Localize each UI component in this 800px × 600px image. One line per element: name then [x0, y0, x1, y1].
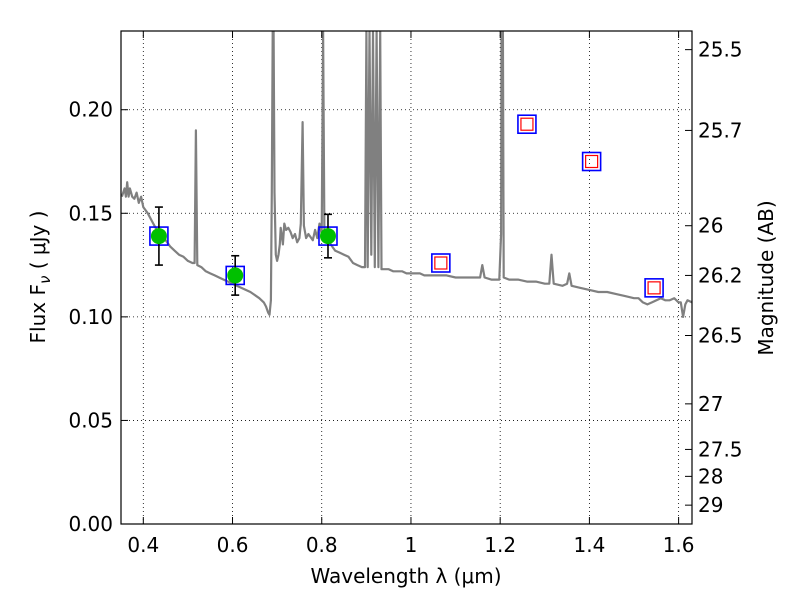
y-tick-label: 0.10 — [68, 305, 113, 329]
axis-ticks — [121, 31, 692, 525]
upper-limit-box — [647, 281, 661, 295]
x-tick-label: 0.6 — [217, 533, 249, 557]
y2-tick-label: 25.5 — [698, 38, 743, 62]
photometry-layer — [149, 114, 664, 298]
y2-tick-label: 26.5 — [698, 324, 743, 348]
observed-point — [150, 228, 167, 245]
x-tick-label: 1 — [405, 533, 418, 557]
y2-tick-label: 28 — [698, 464, 723, 488]
y-tick-label: 0.20 — [68, 98, 113, 122]
plot-frame — [120, 30, 693, 525]
upper-limit-box — [434, 256, 448, 270]
y-axis-title-subscript: ν — [36, 276, 54, 284]
y-axis-title: Flux Fν ( μJy ) — [26, 211, 54, 344]
x-tick-label: 1.6 — [663, 533, 695, 557]
y2-axis-title: Magnitude (AB) — [754, 200, 778, 355]
y-tick-label: 0.00 — [68, 512, 113, 536]
model-spectrum-line — [121, 31, 692, 318]
model-photometry-box — [517, 114, 537, 135]
x-tick-label: 1.2 — [484, 533, 516, 557]
model-photometry-box — [644, 278, 664, 298]
y2-tick-label: 26 — [698, 214, 723, 238]
observed-point — [319, 228, 336, 245]
y-tick-label: 0.05 — [68, 408, 113, 432]
model-photometry-box — [581, 151, 602, 172]
spectrum-layer — [121, 31, 692, 318]
upper-limit-box — [520, 117, 534, 131]
y2-tick-label: 26.2 — [698, 263, 743, 287]
y2-tick-label: 27 — [698, 392, 723, 416]
x-tick-label: 1.4 — [573, 533, 605, 557]
y-axis-title-main: Flux F — [26, 284, 50, 343]
y2-tick-label: 25.7 — [698, 118, 743, 142]
y2-tick-label: 27.5 — [698, 437, 743, 461]
axis-tick-labels: 0.4 0.6 0.8 1 1.2 1.4 1.6 0.00 0.05 0.10 0.15 0.20 2… — [68, 38, 742, 557]
y2-tick-label: 29 — [698, 493, 723, 517]
x-tick-label: 0.4 — [127, 533, 159, 557]
upper-limit-box — [585, 154, 599, 169]
y-axis-title-unit: ( μJy ) — [26, 211, 50, 276]
x-tick-label: 0.8 — [306, 533, 338, 557]
x-axis-title: Wavelength λ (μm) — [310, 564, 501, 588]
y-tick-label: 0.15 — [68, 201, 113, 225]
model-photometry-box — [431, 253, 451, 273]
observed-point — [227, 267, 244, 284]
